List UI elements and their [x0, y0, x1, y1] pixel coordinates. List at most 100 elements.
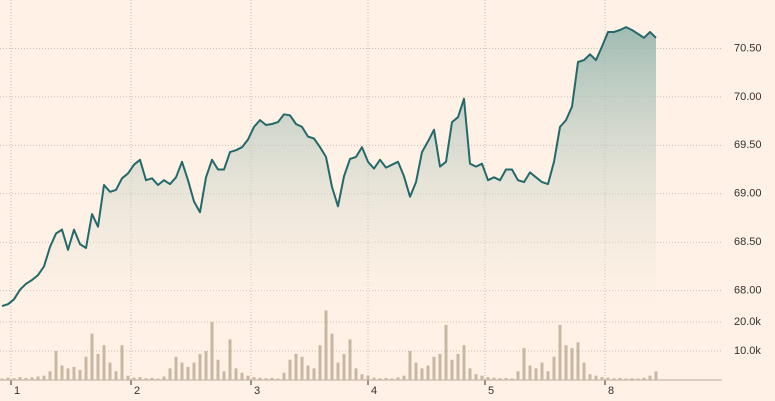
- volume-bar: [66, 368, 70, 380]
- x-tick-label: 8: [608, 385, 614, 397]
- volume-bar: [348, 339, 352, 380]
- volume-bar: [216, 359, 220, 380]
- volume-bar: [366, 375, 370, 380]
- y-tick-label: 69.50: [734, 139, 762, 151]
- volume-bar: [396, 377, 400, 380]
- volume-bar: [48, 371, 52, 380]
- volume-bar: [468, 368, 472, 380]
- volume-bar: [222, 371, 226, 380]
- volume-bar: [312, 368, 316, 380]
- volume-bar: [186, 366, 190, 380]
- volume-bar: [24, 377, 28, 380]
- volume-bar: [390, 378, 394, 380]
- volume-bar: [18, 377, 22, 380]
- y-tick-label: 69.00: [734, 188, 762, 200]
- volume-bar: [462, 345, 466, 380]
- volume-bar: [528, 365, 532, 380]
- volume-bar: [258, 377, 262, 380]
- volume-bar: [78, 369, 82, 380]
- volume-bar: [510, 378, 514, 380]
- volume-bar: [498, 378, 502, 380]
- x-tick-label: 3: [254, 385, 260, 397]
- volume-bar: [630, 378, 634, 380]
- volume-bar: [126, 375, 130, 380]
- volume-bar: [402, 375, 406, 380]
- volume-bar: [96, 353, 100, 380]
- volume-bar: [150, 377, 154, 380]
- volume-bar: [450, 359, 454, 380]
- volume-bar: [330, 333, 334, 380]
- volume-bar: [192, 362, 196, 380]
- volume-bar: [270, 377, 274, 380]
- volume-bar: [42, 375, 46, 380]
- volume-bar: [606, 377, 610, 380]
- volume-bar: [354, 368, 358, 380]
- plot-layer: 1 2 3 4 5 8 68.00 68.50 69.00 69.50 70.00 70.50 10.0…: [0, 0, 762, 397]
- volume-bar: [564, 345, 568, 380]
- volume-bar: [282, 372, 286, 380]
- volume-bar: [300, 356, 304, 380]
- volume-bar: [588, 374, 592, 380]
- volume-bar: [138, 377, 142, 380]
- volume-bar: [408, 351, 412, 380]
- volume-bar: [642, 377, 646, 380]
- volume-bar: [198, 353, 202, 380]
- volume-bar: [444, 324, 448, 380]
- volume-bar: [558, 324, 562, 380]
- volume-bar: [474, 374, 478, 380]
- volume-bar: [276, 378, 280, 380]
- volume-bar: [90, 333, 94, 380]
- volume-bar: [624, 378, 628, 380]
- volume-bar: [228, 339, 232, 380]
- volume-bar: [132, 377, 136, 380]
- x-tick-label: 1: [14, 385, 20, 397]
- volume-bar: [306, 365, 310, 380]
- volume-bar: [570, 348, 574, 380]
- volume-bar: [180, 362, 184, 380]
- price-area: [2, 27, 656, 310]
- volume-bar: [210, 322, 214, 380]
- volume-bar: [492, 377, 496, 380]
- volume-bar: [342, 353, 346, 380]
- volume-bar: [60, 365, 64, 380]
- volume-bar: [318, 345, 322, 380]
- y-tick-label: 68.50: [734, 236, 762, 248]
- volume-bar: [288, 359, 292, 380]
- volume-bar: [204, 351, 208, 380]
- volume-bar: [612, 378, 616, 380]
- volume-bar: [534, 368, 538, 380]
- volume-bar: [384, 377, 388, 380]
- volume-bar: [426, 365, 430, 380]
- volume-bar: [522, 348, 526, 380]
- volume-bar: [360, 374, 364, 380]
- volume-bar: [486, 377, 490, 380]
- x-tick-label: 2: [134, 385, 140, 397]
- volume-bar: [0, 378, 4, 380]
- x-tick-label: 5: [488, 385, 494, 397]
- volume-bar: [378, 378, 382, 380]
- volume-bar: [72, 366, 76, 380]
- volume-bar: [54, 351, 58, 380]
- volume-bar: [618, 377, 622, 380]
- volume-bar: [102, 345, 106, 380]
- volume-bar: [30, 377, 34, 380]
- volume-bar: [324, 310, 328, 380]
- y-tick-label: 70.00: [734, 91, 762, 103]
- y-tick-label: 70.50: [734, 42, 762, 54]
- volume-bar: [162, 376, 166, 380]
- y-tick-label: 10.0k: [734, 345, 761, 357]
- volume-bar: [576, 342, 580, 380]
- volume-bar: [234, 368, 238, 380]
- y-tick-label: 20.0k: [734, 316, 761, 328]
- volume-bar: [414, 362, 418, 380]
- volume-bar: [12, 378, 16, 380]
- price-line: [1, 26, 657, 308]
- volume-bar: [582, 362, 586, 380]
- volume-bar: [156, 378, 160, 380]
- volume-bar: [36, 376, 40, 380]
- volume-bar: [600, 377, 604, 380]
- volume-bar: [108, 362, 112, 380]
- volume-bar: [594, 375, 598, 380]
- y-tick-label: 68.00: [734, 285, 762, 297]
